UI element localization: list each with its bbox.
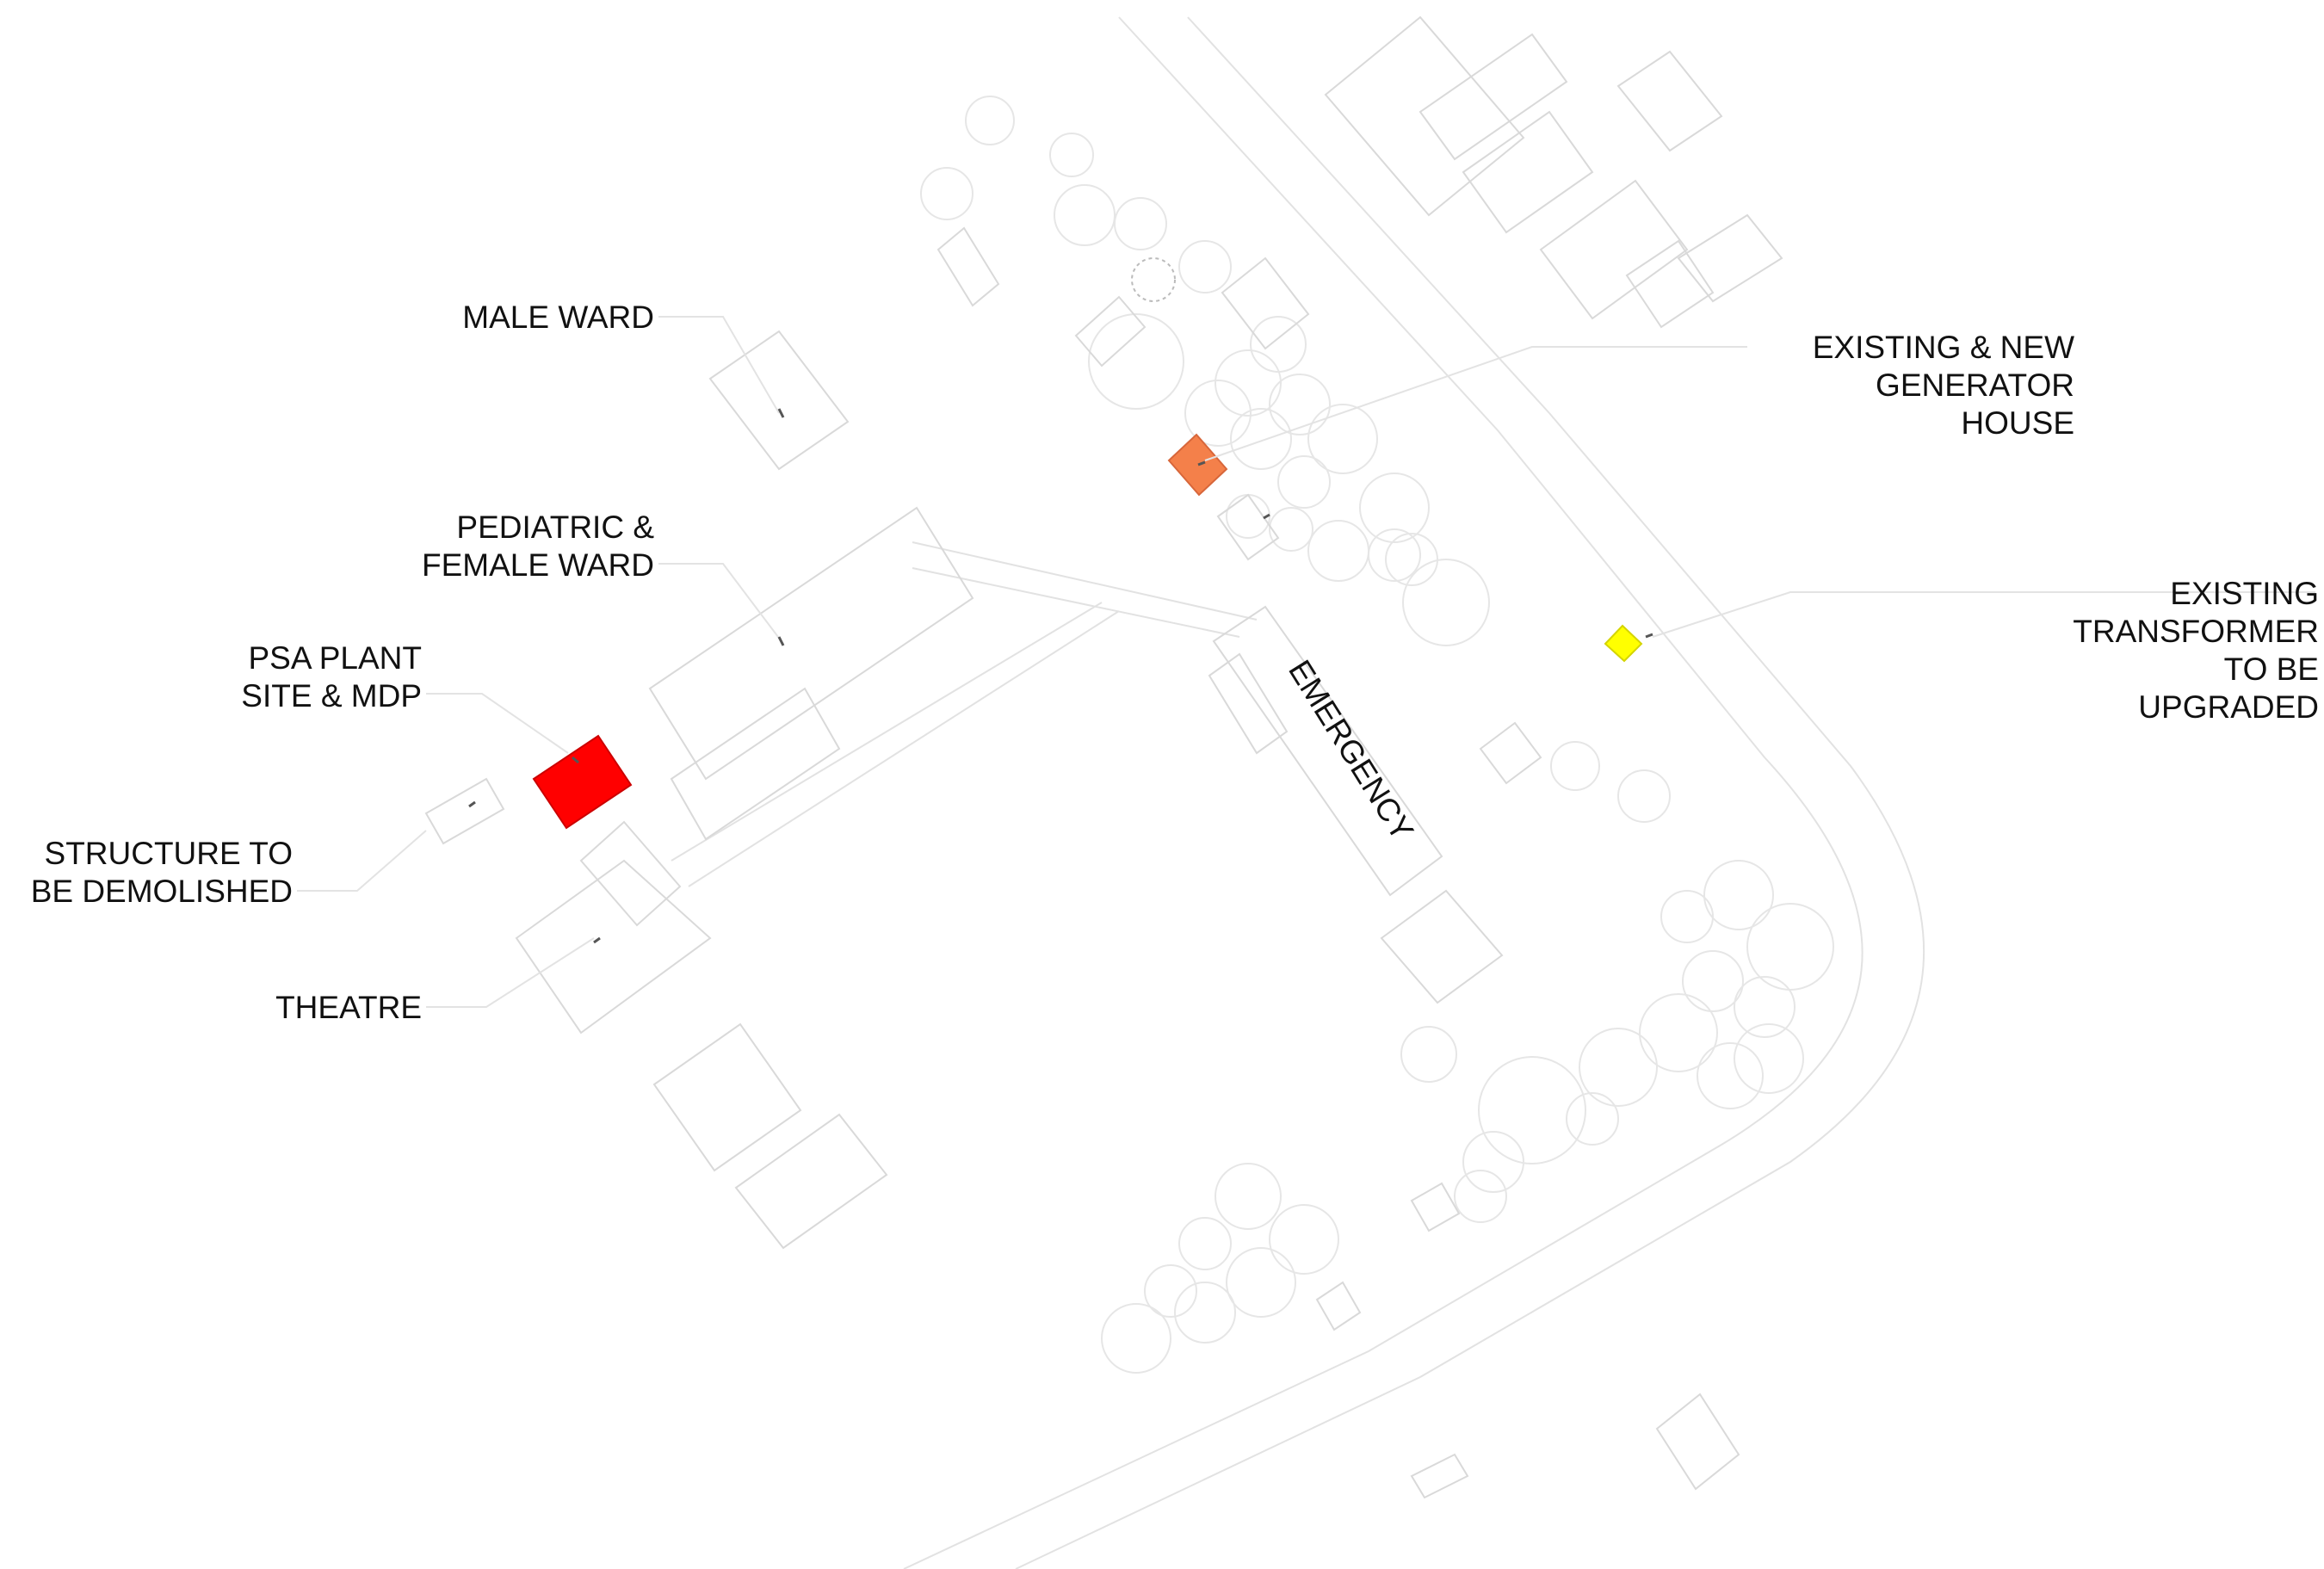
label-psa-plant: PSA PLANT SITE & MDP: [241, 639, 422, 715]
pointer-marks: [468, 408, 1653, 944]
label-generator-line-1: EXISTING & NEW: [1812, 330, 2074, 365]
trees: [920, 96, 1834, 1374]
leader-lines: [297, 316, 2315, 1008]
label-generator-line-2: GENERATOR: [1876, 368, 2074, 403]
label-pediatric-line-2: FEMALE WARD: [422, 547, 654, 583]
label-psa-line-2: SITE & MDP: [241, 678, 422, 713]
label-structure-to-be-demolished: STRUCTURE TO BE DEMOLISHED: [31, 835, 293, 911]
roads: [671, 16, 1925, 1569]
label-psa-line-1: PSA PLANT: [248, 640, 422, 676]
generator-house-highlight: [1167, 433, 1228, 497]
label-theatre-text: THEATRE: [275, 990, 422, 1025]
label-demolish-line-1: STRUCTURE TO: [44, 836, 293, 871]
label-pediatric-line-1: PEDIATRIC &: [456, 510, 654, 545]
label-transformer: EXISTING TRANSFORMER TO BE UPGRADED: [2073, 575, 2319, 726]
label-pediatric-female-ward: PEDIATRIC & FEMALE WARD: [422, 509, 654, 584]
label-transformer-line-1: EXISTING: [2170, 576, 2319, 611]
psa-plant-highlight: [532, 734, 633, 830]
label-transformer-line-4: UPGRADED: [2138, 689, 2319, 725]
label-male-ward: MALE WARD: [462, 299, 654, 337]
label-theatre: THEATRE: [275, 989, 422, 1027]
label-generator-house: EXISTING & NEW GENERATOR HOUSE: [1813, 329, 2074, 442]
transformer-highlight: [1604, 624, 1643, 663]
label-transformer-line-3: TO BE: [2223, 652, 2319, 687]
label-generator-line-3: HOUSE: [1961, 405, 2074, 441]
label-male-ward-text: MALE WARD: [462, 300, 654, 335]
label-transformer-line-2: TRANSFORMER: [2073, 614, 2319, 649]
existing-buildings: [424, 15, 1783, 1499]
label-demolish-line-2: BE DEMOLISHED: [30, 874, 293, 909]
